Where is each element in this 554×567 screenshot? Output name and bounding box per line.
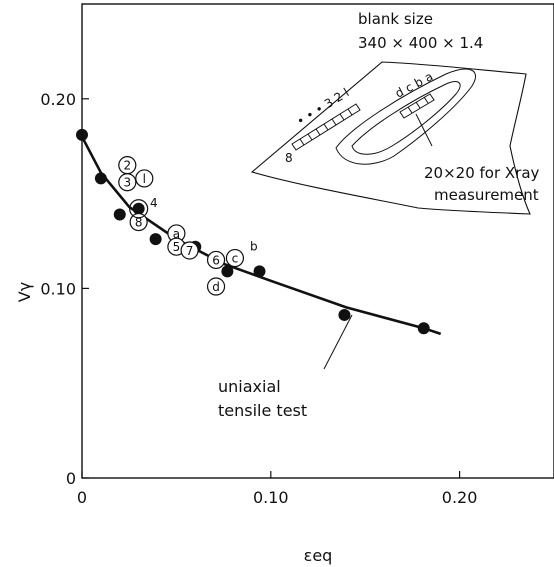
- data-point-open: 6: [206, 250, 226, 270]
- data-point-open: d: [206, 277, 226, 296]
- ring-point-4: [129, 199, 149, 219]
- open-point-label: 3: [123, 176, 131, 190]
- open-point-label: d: [212, 280, 220, 294]
- data-point-filled: [253, 265, 266, 278]
- inset-callout-line1: 20×20 for Xray: [424, 164, 540, 182]
- curve-label-leader: [323, 314, 353, 370]
- open-point-circle: [180, 241, 199, 260]
- open-point-label: 2: [123, 159, 131, 173]
- y-axis-label: Vγ: [15, 282, 34, 302]
- open-point-circle: [225, 248, 245, 268]
- stamped-part: [335, 68, 477, 165]
- x-tick-label: 0: [77, 488, 87, 507]
- open-point-series: 2 3 l 8 a5 7 6 cd: [118, 156, 245, 296]
- open-point-label: l: [143, 172, 146, 186]
- data-point-open: c: [225, 248, 245, 268]
- open-point-circle: [118, 173, 137, 192]
- point-annotations: 4b: [150, 196, 258, 254]
- data-point-open: 8: [129, 212, 148, 232]
- point-annotation: 4: [150, 196, 158, 210]
- x-tick-label: 0.20: [442, 488, 478, 507]
- inset-title-line1: blank size: [358, 10, 433, 28]
- x-axis-ticks: 0 0.10 0.20: [77, 471, 478, 507]
- open-point-circle: [206, 277, 226, 296]
- data-point-filled: [149, 233, 162, 246]
- open-point-label: a: [173, 227, 180, 241]
- x-axis-label: εeq: [304, 546, 333, 565]
- inset-title-line2: 340 × 400 × 1.4: [358, 34, 483, 52]
- open-point-label: 5: [173, 240, 181, 254]
- data-point-filled: [113, 208, 126, 221]
- data-point-filled: [221, 265, 234, 278]
- y-tick-label: 0: [66, 469, 76, 488]
- data-point-open: a: [167, 224, 186, 243]
- data-point-filled: [417, 322, 430, 335]
- inset-callout-line2: measurement: [434, 186, 539, 204]
- open-point-label: 6: [212, 253, 220, 267]
- strip-start-label: 8: [285, 151, 293, 165]
- data-point-filled: [94, 172, 107, 185]
- open-point-circle: [129, 212, 148, 232]
- blank-inset: blank size 340 × 400 × 1.4 8 • • • 3 2 l…: [250, 10, 540, 215]
- y-tick-label: 0.10: [40, 279, 76, 298]
- point-annotation: b: [250, 239, 258, 253]
- open-point-label: 8: [135, 216, 143, 230]
- x-tick-label: 0.10: [253, 488, 289, 507]
- plot-frame: [81, 3, 554, 479]
- curve-label-line1: uniaxial: [218, 377, 281, 396]
- inset-callout-leader: [415, 113, 433, 147]
- data-point-filled: [338, 308, 351, 321]
- specimen-strip: [291, 103, 361, 151]
- stamped-part-inner: [351, 81, 461, 155]
- open-point-circle: [206, 250, 226, 270]
- y-tick-label: 0.20: [40, 90, 76, 109]
- open-point-circle: [135, 169, 154, 188]
- open-point-label: c: [232, 252, 239, 266]
- data-point-open: 3: [118, 173, 137, 192]
- data-point-open: 2: [118, 156, 137, 175]
- data-point-open: 7: [180, 241, 199, 260]
- data-point-filled: [76, 128, 88, 141]
- y-axis-ticks: 0 0.10 0.20: [40, 90, 89, 488]
- curve-label-line2: tensile test: [218, 401, 307, 420]
- part-squares: [399, 93, 435, 119]
- data-point-open: l: [135, 169, 154, 188]
- data-point-filled: [132, 202, 145, 215]
- open-point-label: 7: [186, 244, 194, 258]
